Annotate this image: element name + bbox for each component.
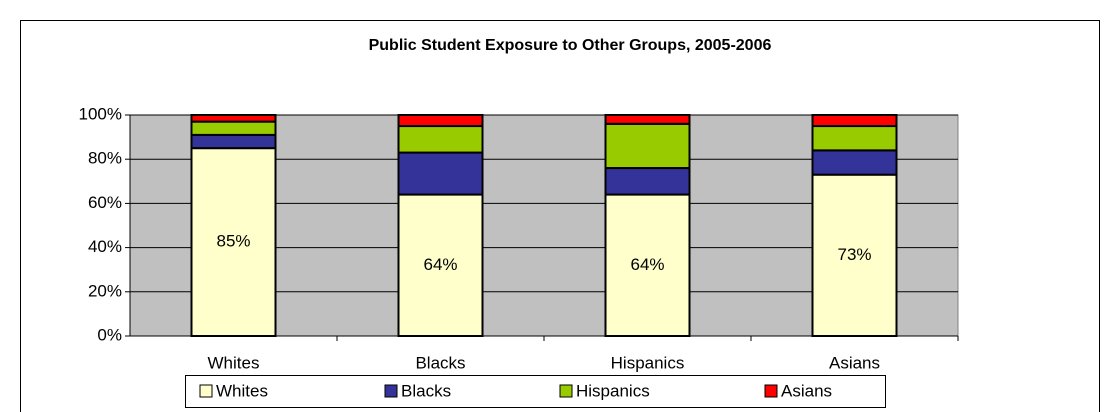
legend-swatch [559,384,573,398]
legend-label: Blacks [401,381,451,400]
bar-segment [397,151,484,196]
y-tick-label: 0% [97,325,122,344]
bar-segment [190,147,277,337]
legend-label: Hispanics [576,381,650,400]
data-label: 64% [423,255,457,274]
y-tick-label: 60% [88,193,122,212]
bar-segment [397,193,484,337]
bar-segment [604,167,691,196]
x-tick-label: Hispanics [611,353,685,372]
legend-swatch [384,384,398,398]
data-label: 64% [630,255,664,274]
bar-segment [604,122,691,170]
bar-segment [397,114,484,128]
data-label: 73% [837,245,871,264]
y-tick-label: 40% [88,237,122,256]
bar-segment [190,133,277,150]
y-tick-label: 100% [79,104,122,123]
x-tick-label: Whites [208,353,260,372]
legend-swatch [764,384,778,398]
legend-swatch [199,384,213,398]
bar-segment [604,114,691,125]
bar-segment [397,125,484,154]
y-tick-label: 20% [88,281,122,300]
bar-segment [811,125,898,152]
bar-segment [811,149,898,176]
x-tick-label: Blacks [415,353,465,372]
bar-segment [811,114,898,128]
legend-label: Asians [781,381,832,400]
chart-title: Public Student Exposure to Other Groups,… [369,37,772,54]
bar-segment [190,120,277,136]
legend-label: Whites [216,381,268,400]
y-tick-label: 80% [88,149,122,168]
bar-segment [811,173,898,337]
x-tick-label: Asians [829,353,880,372]
data-label: 85% [216,232,250,251]
bar-segment [190,114,277,123]
